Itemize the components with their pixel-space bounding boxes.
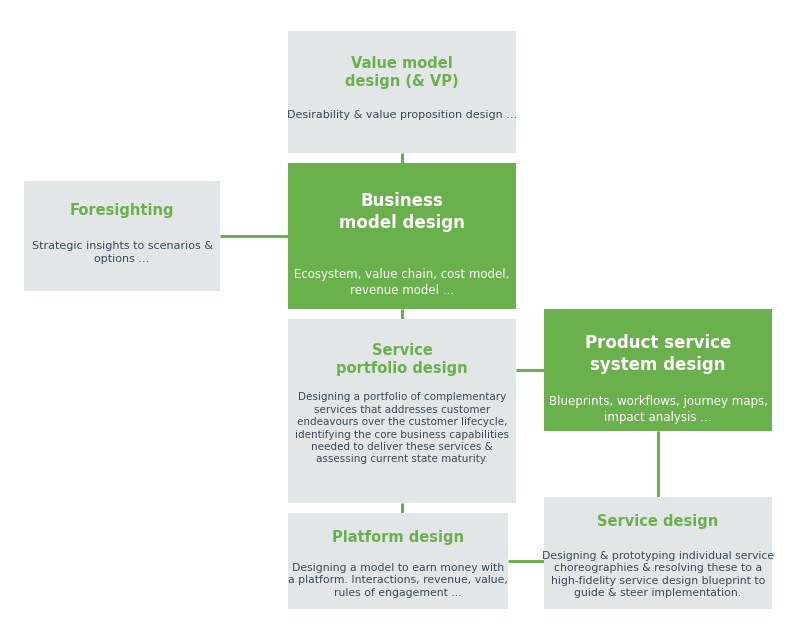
FancyBboxPatch shape (288, 162, 516, 309)
Text: Ecosystem, value chain, cost model,
revenue model ...: Ecosystem, value chain, cost model, reve… (294, 268, 510, 298)
FancyBboxPatch shape (544, 309, 772, 431)
Text: Designing & prototyping individual service
choreographies & resolving these to a: Designing & prototyping individual servi… (542, 551, 774, 598)
FancyBboxPatch shape (24, 181, 220, 291)
FancyBboxPatch shape (288, 31, 516, 153)
Text: Product service
system design: Product service system design (585, 334, 731, 374)
Text: Desirability & value proposition design ...: Desirability & value proposition design … (287, 111, 517, 121)
Text: Service
portfolio design: Service portfolio design (336, 342, 468, 376)
Text: Value model
design (& VP): Value model design (& VP) (345, 56, 459, 89)
Text: Blueprints, workflows, journey maps,
impact analysis ...: Blueprints, workflows, journey maps, imp… (549, 395, 767, 424)
FancyBboxPatch shape (288, 319, 516, 503)
FancyBboxPatch shape (288, 512, 508, 609)
Text: Platform design: Platform design (332, 530, 464, 545)
Text: Strategic insights to scenarios &
options ...: Strategic insights to scenarios & option… (31, 241, 213, 264)
Text: Designing a model to earn money with
a platform. Interactions, revenue, value,
r: Designing a model to earn money with a p… (288, 563, 508, 598)
Text: Business
model design: Business model design (339, 192, 465, 232)
Text: Foresighting: Foresighting (70, 203, 174, 218)
Text: Designing a portfolio of complementary
services that addresses customer
endeavou: Designing a portfolio of complementary s… (295, 392, 509, 464)
FancyBboxPatch shape (544, 497, 772, 609)
Text: Service design: Service design (598, 514, 718, 529)
